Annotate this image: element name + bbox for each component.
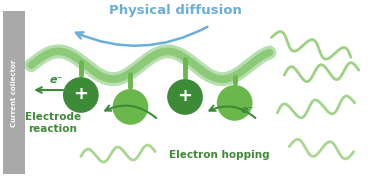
Text: e⁻: e⁻ [49,75,63,85]
Text: +: + [178,87,192,105]
Text: Electron hopping: Electron hopping [169,149,270,159]
Text: Current collector: Current collector [11,59,17,127]
Text: e⁻: e⁻ [241,105,254,115]
Text: Electrode
reaction: Electrode reaction [25,112,81,134]
Circle shape [217,85,253,121]
Circle shape [63,77,99,113]
Text: Physical diffusion: Physical diffusion [108,4,242,17]
Text: +: + [73,85,88,103]
Circle shape [113,89,148,125]
Circle shape [167,79,203,115]
FancyBboxPatch shape [3,11,25,174]
